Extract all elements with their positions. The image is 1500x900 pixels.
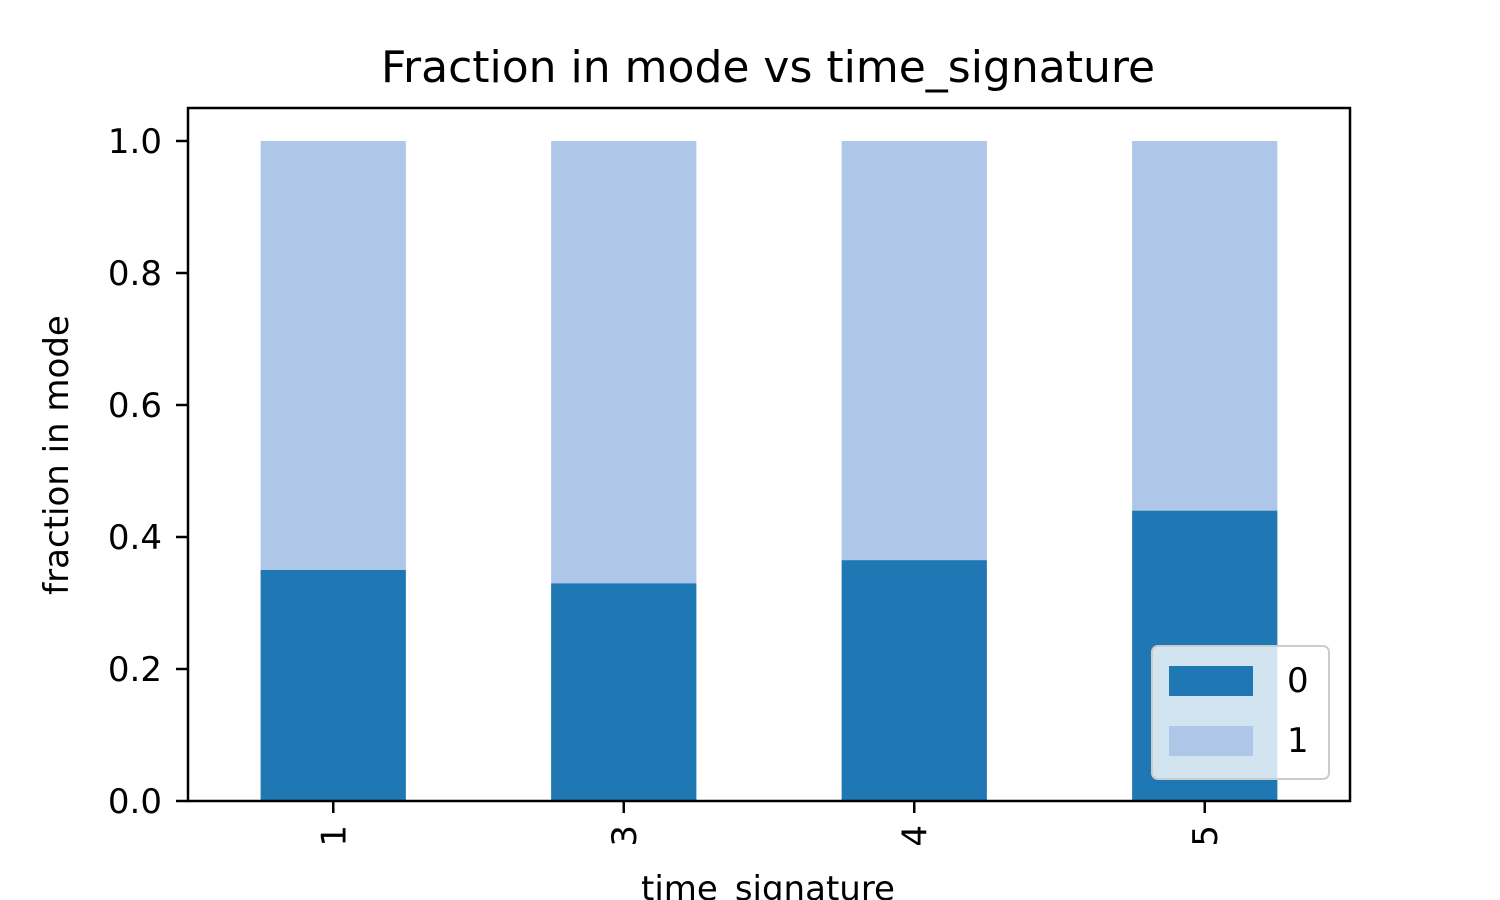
y-tick-label: 0.2 [108,650,162,690]
y-axis: 0.0 0.2 0.4 0.6 0.8 1.0 [108,122,188,822]
plot-frame [186,106,1352,803]
legend: 01 [1151,645,1330,780]
bar-series-0-1 [260,570,406,801]
bar-series-1-5 [1132,141,1278,511]
legend-swatch-1 [1169,726,1253,756]
bar-series-1-4 [841,141,987,561]
x-tick-label: 5 [1186,825,1226,847]
y-tick-label: 1.0 [108,122,162,162]
y-tick-label: 0.4 [108,518,162,558]
legend-swatch-0 [1169,666,1253,696]
y-tick-label: 0.0 [108,782,162,822]
x-axis-label: time_signature [641,869,895,900]
y-tick-label: 0.6 [108,386,162,426]
bar-series-1-3 [551,141,697,584]
x-axis: 1 3 4 5 [314,801,1226,847]
legend-label-1: 1 [1287,721,1309,761]
bar-series-0-4 [841,560,987,801]
bar-series-0-3 [551,583,697,801]
x-tick-label: 3 [605,825,645,847]
bars-layer [260,141,1278,801]
legend-label-0: 0 [1287,661,1309,701]
bar-series-1-1 [260,141,406,570]
y-axis-label: fraction in mode [37,315,77,595]
y-tick-label: 0.8 [108,254,162,294]
x-tick-label: 1 [314,825,354,847]
chart-title: Fraction in mode vs time_signature [381,42,1155,93]
x-tick-label: 4 [895,825,935,847]
